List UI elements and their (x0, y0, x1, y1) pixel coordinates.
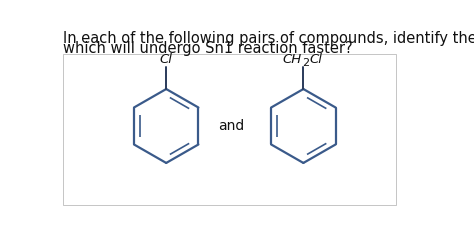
Text: Cl: Cl (310, 53, 322, 66)
Text: 2: 2 (302, 58, 309, 68)
Text: In each of the following pairs of compounds, identify the compound: In each of the following pairs of compou… (63, 31, 474, 46)
Text: CH: CH (283, 53, 302, 66)
Text: Cl: Cl (160, 53, 173, 66)
Text: and: and (218, 119, 245, 133)
FancyBboxPatch shape (63, 54, 396, 205)
Text: which will undergo Sn1 reaction faster?: which will undergo Sn1 reaction faster? (63, 41, 353, 56)
